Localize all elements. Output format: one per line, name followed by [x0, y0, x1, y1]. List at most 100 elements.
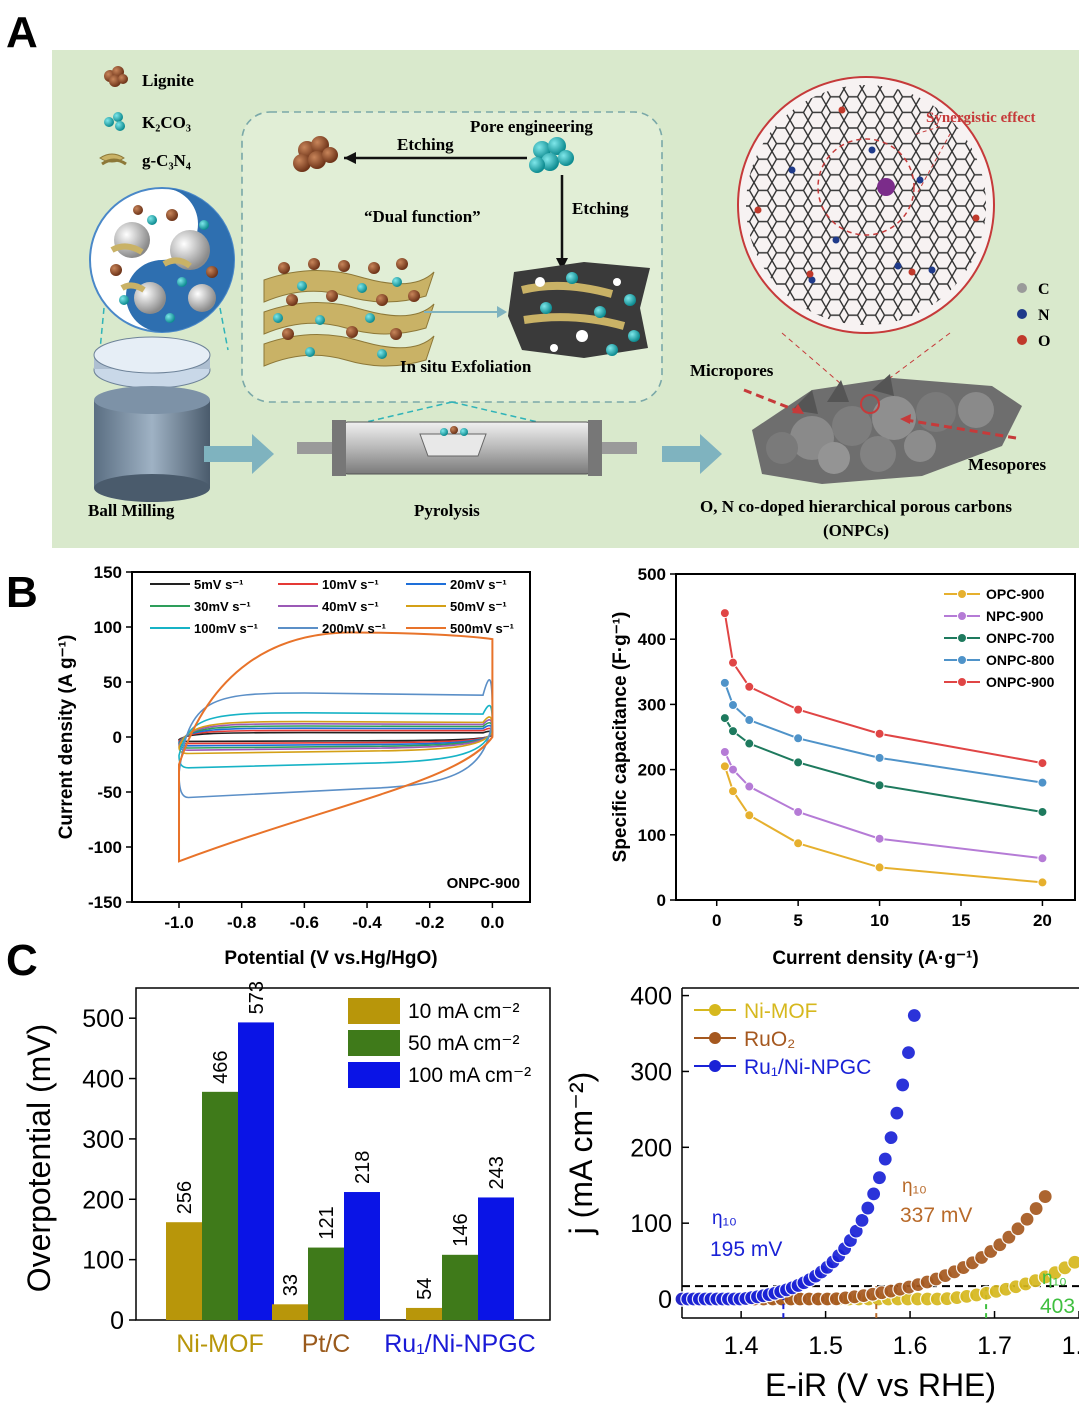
cv-curve: [178, 679, 494, 799]
cv-plot-frame: [131, 571, 531, 903]
layered-sheets-icon: [263, 258, 435, 367]
cv-x-tick-label: -0.6: [290, 913, 319, 932]
pol-data-point: [784, 1280, 800, 1296]
schematic-svg: Lignite K₂CO₃ g-C₃N₄ Ball Milling Etchin: [88, 66, 1050, 540]
graphene-structure-icon: [737, 76, 995, 334]
cv-curve: [178, 724, 494, 747]
pol-data-point: [939, 1291, 955, 1307]
cv-y-tick-label: 150: [94, 563, 122, 582]
bar-legend-label: 100 mA cm⁻²: [408, 1064, 531, 1087]
cap-legend-marker: [957, 655, 967, 665]
pol-data-point: [883, 1130, 899, 1146]
bar-value-label: 146: [450, 1213, 472, 1246]
pol-x-tick-label: 1.4: [724, 1332, 759, 1360]
cap-data-point: [719, 608, 730, 619]
pol-data-point: [737, 1291, 754, 1307]
label-etching-left: Etching: [397, 135, 454, 154]
pol-data-point: [928, 1271, 944, 1287]
pol-data-point: [919, 1274, 935, 1290]
cap-y-axis-label: Specific capacitance (F·g⁻¹): [610, 612, 631, 863]
pol-data-point: [765, 1291, 781, 1307]
pol-data-point: [703, 1291, 719, 1307]
cv-legend-label: 30mV s⁻¹: [194, 599, 251, 614]
pol-legend-marker: [709, 1032, 721, 1044]
left-arrowhead-icon: [344, 152, 356, 164]
pol-data-point: [1019, 1211, 1035, 1227]
panel-label-a: A: [6, 8, 38, 57]
cv-legend-label: 10mV s⁻¹: [322, 577, 379, 592]
lignite-cluster-icon: [293, 136, 338, 172]
pol-data-point: [1010, 1221, 1026, 1237]
pol-data-point: [778, 1282, 795, 1298]
pol-data-point: [726, 1291, 742, 1307]
pol-data-point: [715, 1291, 731, 1307]
legend-gc3n4: g-C₃N₄: [142, 151, 191, 170]
cv-curve: [178, 730, 494, 743]
cap-x-tick-label: 0: [712, 911, 721, 930]
cv-y-tick-label: -150: [88, 893, 122, 912]
oxygen-atom-icon: [1017, 335, 1027, 345]
pol-data-point: [949, 1290, 965, 1306]
pol-data-point: [851, 1291, 867, 1307]
pol-data-point: [810, 1291, 826, 1307]
pol-data-point: [892, 1281, 908, 1297]
cv-curve: [178, 719, 494, 752]
bar-legend-label: 50 mA cm⁻²: [408, 1032, 519, 1055]
label-pore-engineering: Pore engineering: [470, 117, 593, 136]
cap-data-point: [874, 780, 885, 791]
pol-data-point: [1047, 1265, 1063, 1281]
bar-value-label: 121: [316, 1206, 338, 1239]
atom-label-n: N: [1038, 307, 1050, 324]
pol-data-point: [691, 1291, 708, 1307]
cap-data-point: [728, 786, 738, 797]
pol-data-point: [998, 1281, 1014, 1297]
cap-plot-frame: [675, 573, 1076, 901]
pol-data-point: [774, 1291, 790, 1307]
pol-data-point: [752, 1291, 769, 1307]
cap-data-point: [744, 781, 755, 792]
bar: [344, 1192, 380, 1320]
pol-data-point: [992, 1237, 1008, 1253]
label-onpcs-line2: (ONPCs): [823, 521, 889, 540]
pol-data-point: [831, 1248, 847, 1264]
pol-data-point: [738, 1290, 754, 1307]
cap-x-tick-label: 20: [1033, 911, 1052, 930]
pol-data-point: [1067, 1254, 1079, 1270]
pol-data-point: [802, 1291, 818, 1307]
bar: [478, 1197, 514, 1320]
cv-y-tick-label: 0: [113, 728, 122, 747]
pol-data-point: [900, 1045, 917, 1061]
cap-y-tick-label: 500: [638, 565, 666, 584]
pol-data-point: [889, 1105, 905, 1121]
pol-data-point: [860, 1200, 876, 1216]
bar-value-label: 573: [246, 981, 268, 1014]
cap-data-point: [719, 761, 730, 772]
pol-data-point: [728, 1291, 745, 1307]
cap-legend-marker: [957, 611, 967, 621]
bar-category-label: Ru₁/Ni-NPGC: [384, 1330, 536, 1358]
gc3n4-legend-icon: [99, 153, 127, 166]
pol-data-point: [946, 1264, 963, 1280]
pol-data-point: [819, 1291, 835, 1307]
pol-data-point: [680, 1291, 696, 1307]
cap-series-line: [723, 766, 1043, 884]
cap-series-line: [724, 717, 1043, 813]
cap-data-point: [1037, 777, 1048, 788]
pol-data-point: [713, 1291, 729, 1307]
pol-data-point: [1057, 1260, 1073, 1276]
cap-legend-label: OPC-900: [986, 586, 1045, 602]
pol-data-point: [866, 1186, 882, 1202]
bar-y-axis-label: Overpotential (mV): [21, 1024, 57, 1293]
pol-data-point: [988, 1283, 1004, 1299]
label-dual-function: “Dual function”: [364, 207, 481, 226]
pol-data-point: [964, 1255, 981, 1271]
cap-data-point: [1037, 758, 1048, 769]
cap-y-tick-label: 300: [638, 695, 666, 714]
cap-data-point: [793, 838, 804, 849]
cap-y-tick-label: 400: [638, 630, 666, 649]
cv-curve: [178, 631, 494, 863]
k2co3-legend-icon: [104, 112, 125, 131]
cap-data-point: [728, 700, 738, 711]
pol-y-tick-label: 0: [658, 1286, 672, 1314]
right-arrow-icon: [204, 434, 274, 474]
